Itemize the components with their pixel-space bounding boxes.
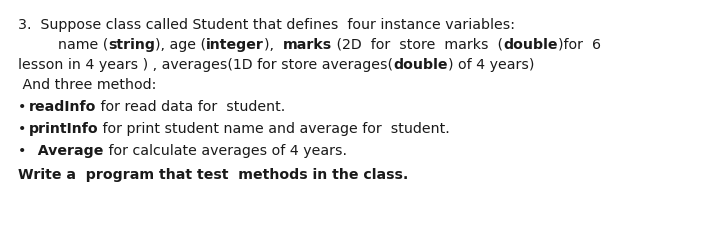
Text: double: double [393,58,448,72]
Text: marks: marks [283,38,332,52]
Text: double: double [503,38,558,52]
Text: printInfo: printInfo [28,122,98,136]
Text: ) of 4 years): ) of 4 years) [448,58,534,72]
Text: for calculate averages of 4 years.: for calculate averages of 4 years. [104,144,347,158]
Text: for print student name and average for  student.: for print student name and average for s… [98,122,450,136]
Text: •: • [18,100,27,114]
Text: string: string [108,38,156,52]
Text: And three method:: And three method: [18,78,156,92]
Text: •: • [18,122,27,136]
Text: Average: Average [28,144,104,158]
Text: 3.  Suppose class called Student that defines  four instance variables:: 3. Suppose class called Student that def… [18,18,515,32]
Text: lesson in 4 years ) , averages(1D for store averages(: lesson in 4 years ) , averages(1D for st… [18,58,393,72]
Text: for read data for  student.: for read data for student. [96,100,285,114]
Text: integer: integer [206,38,264,52]
Text: )for  6: )for 6 [558,38,600,52]
Text: ),: ), [264,38,283,52]
Text: (2D  for  store  marks  (: (2D for store marks ( [332,38,503,52]
Text: Write a  program that test  methods in the class.: Write a program that test methods in the… [18,168,408,182]
Text: name (: name ( [58,38,108,52]
Text: •: • [18,144,27,158]
Text: readInfo: readInfo [28,100,96,114]
Text: ), age (: ), age ( [156,38,206,52]
